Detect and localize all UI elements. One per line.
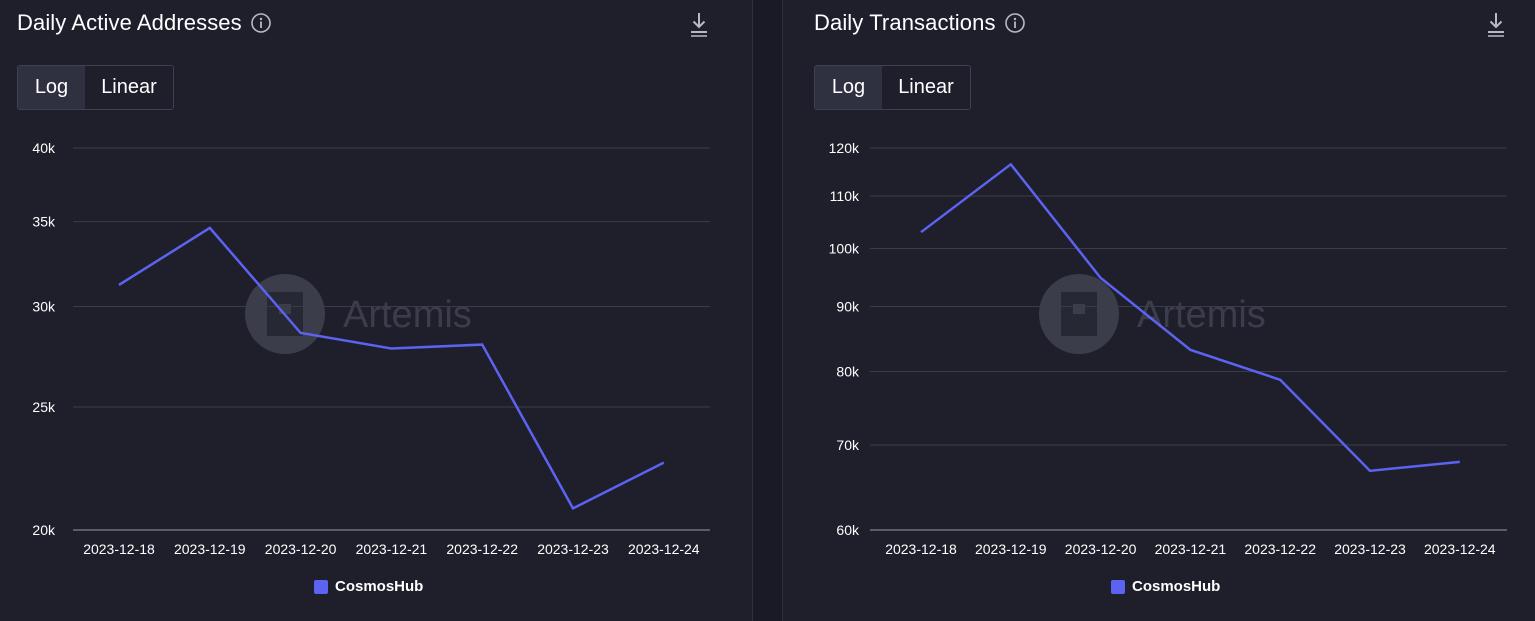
download-icon[interactable] <box>688 10 710 38</box>
y-tick-label: 90k <box>836 299 860 315</box>
x-tick-label: 2023-12-19 <box>975 541 1047 557</box>
log-scale-button[interactable]: Log <box>815 66 882 109</box>
chart-panel-daily-active-addresses: Daily Active Addresses Log Linear Artemi… <box>0 0 752 621</box>
legend-swatch <box>314 579 328 594</box>
scale-toggle: Log Linear <box>814 65 971 110</box>
linear-scale-button[interactable]: Linear <box>85 66 173 109</box>
x-tick-label: 2023-12-24 <box>1424 541 1496 557</box>
chart-legend[interactable]: CosmosHub <box>314 578 423 595</box>
series-line-cosmoshub[interactable] <box>118 226 665 511</box>
y-tick-label: 40k <box>32 140 56 156</box>
x-tick-label: 2023-12-24 <box>628 541 700 557</box>
legend-label: CosmosHub <box>335 578 424 595</box>
x-tick-label: 2023-12-20 <box>265 541 337 557</box>
watermark-text: Artemis <box>1137 294 1266 336</box>
linear-scale-button[interactable]: Linear <box>882 66 970 109</box>
y-tick-label: 30k <box>32 299 56 315</box>
chart-header: Daily Transactions <box>814 8 1026 38</box>
chart-legend[interactable]: CosmosHub <box>1111 578 1220 595</box>
x-tick-label: 2023-12-22 <box>446 541 518 557</box>
x-tick-label: 2023-12-18 <box>885 541 957 557</box>
chart-title: Daily Active Addresses <box>17 10 242 35</box>
y-tick-label: 25k <box>32 399 56 415</box>
download-icon[interactable] <box>1485 10 1507 38</box>
watermark-text: Artemis <box>343 294 472 336</box>
chart-header: Daily Active Addresses <box>17 8 272 38</box>
line-chart-daily-transactions: Artemis 120k 110k 100k 90k 80k 70k 60k 2023-12-1… <box>829 140 1507 557</box>
x-tick-label: 2023-12-21 <box>1155 541 1227 557</box>
y-tick-label: 60k <box>836 522 860 538</box>
x-tick-label: 2023-12-20 <box>1065 541 1137 557</box>
y-tick-label: 120k <box>829 140 860 156</box>
panel-divider <box>752 0 783 621</box>
legend-swatch <box>1111 579 1125 594</box>
info-icon[interactable] <box>1004 12 1026 34</box>
y-tick-label: 35k <box>32 214 56 230</box>
chart-title: Daily Transactions <box>814 10 996 35</box>
y-tick-label: 70k <box>836 437 860 453</box>
watermark-logo <box>1039 274 1119 354</box>
x-tick-label: 2023-12-22 <box>1244 541 1316 557</box>
log-scale-button[interactable]: Log <box>18 66 85 109</box>
y-tick-label: 20k <box>32 522 56 538</box>
line-chart-daily-active-addresses: Artemis 40k 35k 30k 25k 20k 2023-12-18 2023-12-… <box>32 140 710 557</box>
info-icon[interactable] <box>250 12 272 34</box>
y-tick-label: 80k <box>836 363 860 379</box>
x-tick-label: 2023-12-18 <box>83 541 155 557</box>
y-tick-label: 100k <box>829 240 860 256</box>
legend-label: CosmosHub <box>1132 578 1221 595</box>
scale-toggle: Log Linear <box>17 65 174 110</box>
y-tick-label: 110k <box>830 188 860 204</box>
x-tick-label: 2023-12-21 <box>356 541 428 557</box>
x-tick-label: 2023-12-23 <box>1334 541 1406 557</box>
chart-panel-daily-transactions: Daily Transactions Log Linear Artemis 120… <box>783 0 1535 621</box>
x-tick-label: 2023-12-23 <box>537 541 609 557</box>
x-tick-label: 2023-12-19 <box>174 541 246 557</box>
